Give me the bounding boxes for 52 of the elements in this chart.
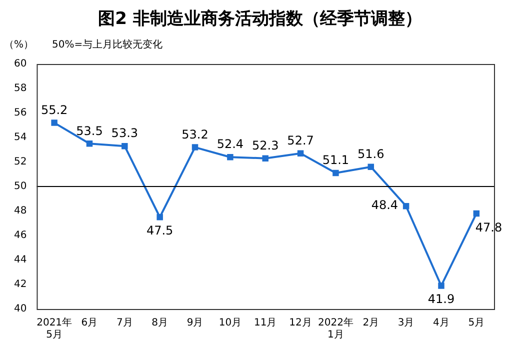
x-tick-label: 12月 xyxy=(289,318,312,329)
x-tick-label: 10月 xyxy=(218,318,242,329)
data-label: 41.9 xyxy=(428,292,455,306)
y-tick-label: 54 xyxy=(14,132,27,144)
data-label: 52.4 xyxy=(216,137,244,152)
data-label: 48.4 xyxy=(371,198,398,212)
y-tick-label: 44 xyxy=(14,254,27,266)
point xyxy=(122,142,128,150)
point xyxy=(438,282,444,289)
y-tick-label: 46 xyxy=(14,230,27,242)
y-tick-label: 56 xyxy=(14,108,27,119)
text: 50%=与上月比较无变化 xyxy=(52,38,163,51)
data-label: 53.5 xyxy=(76,124,103,138)
x-tick-label: 3月 xyxy=(398,318,414,329)
data-label: 55.2 xyxy=(40,102,68,117)
x-tick-label: 2月 xyxy=(362,318,380,329)
data-label: 51.1 xyxy=(322,153,350,168)
x-tick-label: 4月 xyxy=(433,318,450,329)
x-tick-label: 7月 xyxy=(116,318,133,329)
data-label: 52.3 xyxy=(252,138,279,152)
point xyxy=(297,150,304,157)
point xyxy=(156,214,163,220)
y-tick-label: 48 xyxy=(14,206,27,217)
y-axis-title: （%） xyxy=(4,40,34,51)
x-tick-label: 11月 xyxy=(254,318,277,329)
data-label: 53.3 xyxy=(111,126,138,140)
y-tick-label: 42 xyxy=(14,279,27,290)
y-tick-label: 52 xyxy=(14,156,27,168)
chart-title: 图2 非制造业商务活动指数（经季节调整） xyxy=(97,8,423,31)
x-tick-label: 6月 xyxy=(81,318,98,329)
x-tick-label: 2021年 5月 xyxy=(36,316,72,341)
point xyxy=(227,154,234,160)
y-tick-label: 40 xyxy=(14,304,27,315)
point xyxy=(86,140,93,147)
y-tick-label: 58 xyxy=(14,83,27,94)
x-tick-label: 5月 xyxy=(468,318,485,329)
point xyxy=(192,144,198,150)
x-tick-label: 8月 xyxy=(152,318,168,329)
data-label: 51.6 xyxy=(358,147,384,162)
point xyxy=(368,164,374,170)
point xyxy=(262,155,268,162)
x-tick-label: 9月 xyxy=(186,318,204,329)
data-label: 52.7 xyxy=(287,134,314,148)
point xyxy=(51,120,58,126)
data-label: 53.2 xyxy=(182,127,208,142)
point xyxy=(332,170,339,176)
data-label: 47.5 xyxy=(146,223,174,238)
x-tick-label: 2022年 1月 xyxy=(318,316,354,341)
y-tick-label: 60 xyxy=(14,58,27,70)
point xyxy=(402,202,410,210)
point xyxy=(473,210,480,217)
y-tick-label: 50 xyxy=(14,181,27,192)
